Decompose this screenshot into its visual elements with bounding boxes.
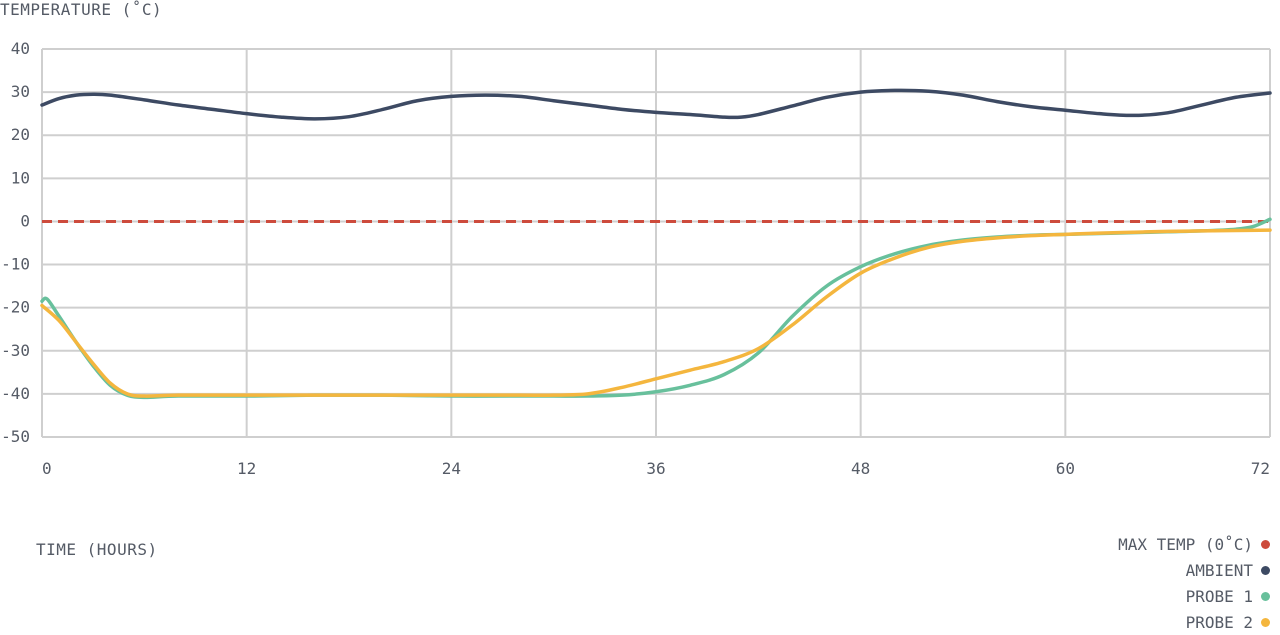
legend-label: PROBE 1: [1185, 586, 1253, 606]
y-tick-label: 40: [11, 39, 30, 58]
legend-label: PROBE 2: [1185, 612, 1253, 632]
x-tick-label: 48: [851, 459, 870, 478]
y-tick-label: -10: [1, 255, 30, 274]
y-tick-label: -20: [1, 298, 30, 317]
x-tick-label: 24: [442, 459, 461, 478]
y-tick-label: 0: [20, 211, 30, 230]
legend-label: MAX TEMP (0˚C): [1118, 534, 1253, 554]
x-tick-label: 36: [646, 459, 665, 478]
legend-item-probe-1: PROBE 1: [1118, 583, 1270, 609]
legend-item-ambient: AMBIENT: [1118, 557, 1270, 583]
y-tick-labels: -50 -40 -30 -20 -10 0 10 20 30 40: [1, 39, 30, 446]
series-lines: [40, 88, 1272, 400]
y-tick-label: 10: [11, 168, 30, 187]
legend-item-max-temp: MAX TEMP (0˚C): [1118, 531, 1270, 557]
y-tick-label: -50: [1, 427, 30, 446]
legend-dot: [1261, 591, 1270, 601]
legend-label: AMBIENT: [1185, 560, 1253, 580]
series-line-ambient: [40, 88, 1272, 121]
x-tick-labels: 0 12 24 36 48 60 72: [42, 459, 1270, 478]
x-axis-label: TIME (HOURS): [36, 540, 158, 559]
x-tick-label: 0: [42, 459, 52, 478]
y-tick-label: -40: [1, 384, 30, 403]
legend-dot: [1261, 565, 1270, 575]
x-tick-label: 12: [237, 459, 256, 478]
legend-dot: [1261, 539, 1270, 549]
legend: MAX TEMP (0˚C) AMBIENT PROBE 1 PROBE 2: [1118, 531, 1270, 635]
y-tick-label: 20: [11, 125, 30, 144]
y-axis-label: TEMPERATURE (˚C): [0, 0, 163, 19]
y-tick-label: 30: [11, 82, 30, 101]
line-chart: -50 -40 -30 -20 -10 0 10 20 30 40 0 12 24 36 48 60 72: [1, 39, 1272, 478]
x-tick-label: 60: [1056, 459, 1075, 478]
series-line-probe-2: [40, 228, 1272, 398]
legend-dot: [1261, 617, 1270, 627]
x-tick-label: 72: [1251, 459, 1270, 478]
y-tick-label: -30: [1, 341, 30, 360]
legend-item-probe-2: PROBE 2: [1118, 609, 1270, 635]
